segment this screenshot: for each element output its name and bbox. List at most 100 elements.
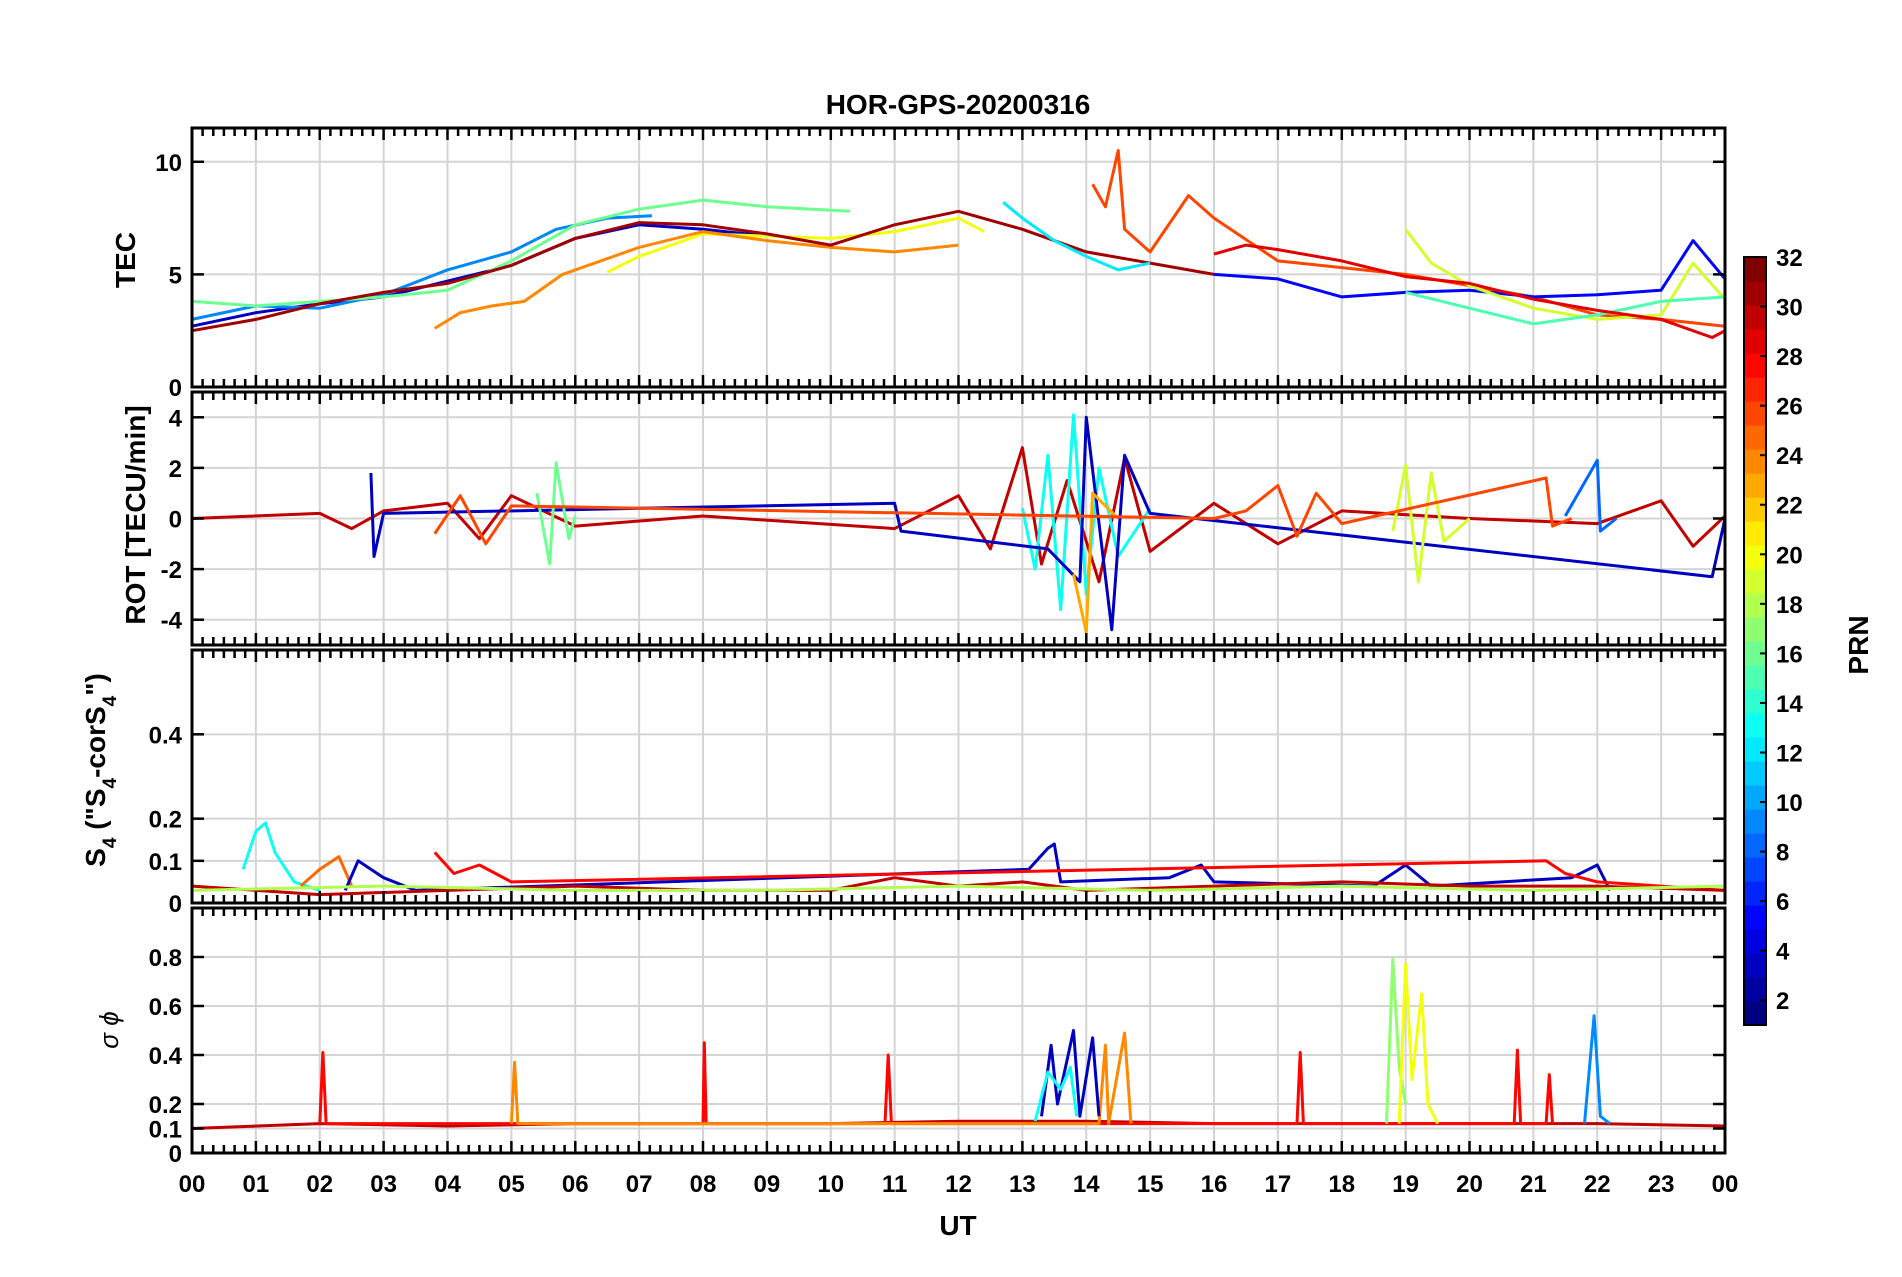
chart-title: HOR-GPS-20200316	[826, 89, 1091, 120]
colorbar-tick-label: 20	[1776, 542, 1803, 569]
colorbar-tick-label: 2	[1776, 988, 1789, 1015]
x-tick-label: 00	[1712, 1171, 1739, 1198]
tec-series-prn-24	[433, 230, 959, 330]
colorbar-tick-label: 16	[1776, 641, 1803, 668]
colorbar-tick-label: 32	[1776, 245, 1803, 272]
colorbar-segment	[1744, 785, 1766, 810]
colorbar-segment	[1744, 689, 1766, 714]
x-tick-label: 05	[498, 1171, 525, 1198]
colorbar-segment	[1744, 353, 1766, 378]
colorbar-segment	[1744, 377, 1766, 402]
rot-y-tick-label: 4	[169, 405, 183, 432]
colorbar-tick-label: 12	[1776, 740, 1803, 767]
s4-series-prn-28	[433, 851, 1726, 892]
x-tick-label: 19	[1392, 1171, 1419, 1198]
tec-y-tick-label: 5	[169, 262, 182, 289]
sigma_phi-y-tick-label: 0.2	[149, 1092, 182, 1119]
colorbar-segment	[1744, 545, 1766, 570]
s4-y-tick-label: 0.2	[149, 807, 182, 834]
x-tick-label: 10	[817, 1171, 844, 1198]
sigma_phi-series-prn-24	[509, 1031, 1133, 1126]
colorbar-segment	[1744, 401, 1766, 426]
x-tick-label: 23	[1648, 1171, 1675, 1198]
x-tick-label: 00	[179, 1171, 206, 1198]
sigma_phi-series-prn-17	[1385, 958, 1408, 1124]
s4-label-part: S	[80, 848, 111, 867]
s4-label-sub: 4	[100, 837, 121, 848]
colorbar-tick-label: 6	[1776, 889, 1789, 916]
colorbar-label: PRN	[1843, 615, 1874, 674]
s4-label-part: -corS	[80, 706, 111, 778]
colorbar-tick-label: 14	[1776, 691, 1803, 718]
s4-series-prn-13	[241, 821, 321, 892]
colorbar-tick-label: 28	[1776, 344, 1803, 371]
colorbar-segment	[1744, 1001, 1766, 1026]
x-axis-label: UT	[939, 1210, 976, 1241]
colorbar-tick-label: 24	[1776, 443, 1803, 470]
colorbar-segment	[1744, 425, 1766, 450]
colorbar-segment	[1744, 521, 1766, 546]
x-tick-label: 16	[1201, 1171, 1228, 1198]
sigma_phi-y-tick-label: 0	[169, 1141, 182, 1168]
colorbar-segment	[1744, 497, 1766, 522]
x-tick-label: 22	[1584, 1171, 1611, 1198]
colorbar-tick-label: 18	[1776, 592, 1803, 619]
colorbar-segment	[1744, 329, 1766, 354]
x-tick-label: 17	[1265, 1171, 1292, 1198]
rot-series-prn-16	[535, 461, 577, 566]
colorbar-segment	[1744, 569, 1766, 594]
rot-y-tick-label: -2	[161, 557, 182, 584]
colorbar-segment	[1744, 929, 1766, 954]
colorbar-segment	[1744, 977, 1766, 1002]
tec-y-tick-label: 10	[155, 150, 182, 177]
x-tick-label: 01	[243, 1171, 270, 1198]
colorbar-segment	[1744, 449, 1766, 474]
tec-series-prn-29	[1213, 243, 1726, 339]
x-tick-label: 07	[626, 1171, 653, 1198]
colorbar-tick-label: 10	[1776, 790, 1803, 817]
s4-series-prn-18	[191, 884, 1726, 892]
tec-axis-label: TEC	[110, 232, 141, 288]
rot-series-prn-8	[1563, 458, 1618, 533]
s4-series-prn-25	[299, 855, 354, 888]
tec-x-ticks	[190, 128, 1727, 387]
x-tick-label: 06	[562, 1171, 589, 1198]
tick-marks	[190, 128, 1727, 1155]
colorbar-segment	[1744, 713, 1766, 738]
x-tick-label: 03	[370, 1171, 397, 1198]
x-tick-label: 02	[306, 1171, 333, 1198]
sigma_phi-series-prn-13	[1033, 1065, 1079, 1122]
s4-label-part: ")	[80, 673, 111, 696]
colorbar-segment	[1744, 881, 1766, 906]
rot-axis-label: ROT [TECU/min]	[120, 405, 151, 624]
sigma_phi-series-prn-9	[1583, 1014, 1611, 1125]
x-tick-label: 09	[754, 1171, 781, 1198]
x-tick-label: 18	[1328, 1171, 1355, 1198]
sigma_phi-series-prn-3	[1040, 1029, 1101, 1118]
s4-y-tick-label: 0.4	[149, 722, 183, 749]
colorbar-tick-label: 26	[1776, 394, 1803, 421]
tec-series-prn-5	[1213, 239, 1727, 299]
colorbar-segment	[1744, 809, 1766, 834]
colorbar-segment	[1744, 281, 1766, 306]
colorbar-segment	[1744, 665, 1766, 690]
x-tick-label: 21	[1520, 1171, 1547, 1198]
tec-series-prn-16	[191, 198, 850, 308]
colorbar-segment	[1744, 953, 1766, 978]
s4-label-sub: 4	[100, 778, 121, 789]
s4-label-sub: 4	[100, 695, 121, 706]
s4-label-part: ("S	[80, 789, 111, 838]
rot-series-prn-13	[1020, 413, 1152, 612]
sigma_phi-x-ticks	[190, 908, 1727, 1153]
rot-series-prn-23	[1072, 491, 1120, 634]
s4-y-tick-label: 0.1	[149, 849, 182, 876]
colorbar-tick-label: 22	[1776, 493, 1803, 520]
tec-series-prn-20	[606, 216, 985, 274]
rot-y-tick-label: 2	[169, 456, 182, 483]
colorbar-segment	[1744, 473, 1766, 498]
x-tick-label: 20	[1456, 1171, 1483, 1198]
rot-series-prn-26	[433, 476, 1573, 546]
